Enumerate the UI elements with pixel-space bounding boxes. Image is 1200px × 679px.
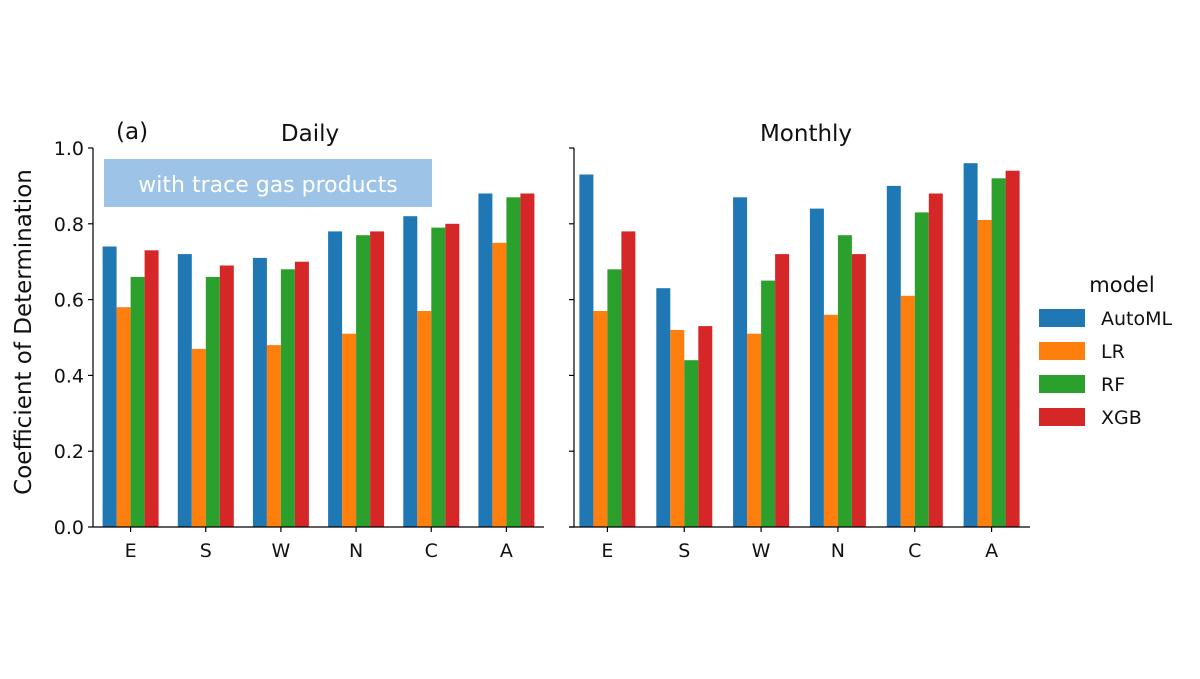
bar-monthly-a-lr (977, 220, 992, 527)
bar-daily-w-xgb (294, 261, 309, 527)
bar-daily-c-xgb (445, 223, 460, 528)
bar-monthly-n-rf (837, 235, 852, 527)
panel-title: Daily (281, 121, 339, 147)
legend: model AutoML LR RF XGB (1039, 273, 1173, 429)
legend-swatch-automl (1039, 309, 1085, 327)
bar-daily-s-lr (191, 348, 206, 527)
bar-daily-s-automl (177, 254, 192, 527)
bar-monthly-s-lr (670, 329, 685, 527)
bar-monthly-a-automl (963, 163, 978, 527)
legend-swatch-xgb (1039, 408, 1085, 426)
legend-title: model (1089, 273, 1154, 297)
bar-monthly-e-lr (593, 311, 608, 527)
panel-monthly: E S W N C A Monthly (569, 121, 1030, 562)
bar-daily-e-lr (116, 307, 131, 527)
bar-monthly-c-xgb (928, 193, 943, 527)
bar-monthly-a-rf (991, 178, 1006, 528)
bar-monthly-w-xgb (775, 254, 790, 527)
x-tick-label: E (601, 540, 613, 562)
y-axis-label: Coefficient of Determination (11, 169, 37, 495)
panel-daily: 0.0 0.2 0.4 0.6 0.8 1.0 E S W N C A Daily (a) with tra… (54, 119, 544, 562)
bar-daily-s-rf (205, 276, 220, 527)
bar-monthly-n-lr (823, 314, 838, 527)
x-tick-label: S (200, 540, 212, 562)
bar-monthly-e-rf (607, 269, 622, 527)
y-tick-label: 0.8 (54, 214, 84, 236)
bar-daily-a-rf (506, 197, 521, 528)
bar-daily-c-lr (417, 311, 432, 527)
bar-monthly-e-automl (579, 174, 594, 527)
bar-monthly-w-lr (747, 333, 762, 527)
x-tick-label: W (272, 540, 291, 562)
bar-daily-a-xgb (520, 193, 535, 527)
bar-daily-c-automl (403, 216, 418, 527)
x-tick-label: W (752, 540, 771, 562)
bar-daily-n-lr (342, 333, 357, 527)
legend-label-automl: AutoML (1101, 308, 1173, 330)
x-tick-label: A (500, 540, 513, 562)
bar-monthly-s-rf (684, 360, 699, 527)
y-tick-label: 0.0 (54, 517, 84, 539)
annotation-text: with trace gas products (138, 173, 397, 198)
bar-daily-e-rf (130, 276, 145, 527)
bar-daily-s-xgb (219, 265, 234, 527)
y-tick-label: 0.2 (54, 441, 84, 463)
y-tick-label: 1.0 (54, 138, 84, 160)
panel-label: (a) (116, 119, 148, 145)
bar-monthly-w-automl (733, 197, 748, 528)
bar-daily-a-lr (492, 242, 507, 528)
bar-monthly-s-automl (656, 288, 671, 527)
bar-daily-n-xgb (370, 231, 385, 527)
bar-monthly-c-lr (900, 295, 915, 527)
x-tick-label: N (349, 540, 363, 562)
bar-daily-e-xgb (144, 250, 159, 528)
bar-daily-n-rf (356, 235, 371, 527)
bar-monthly-c-automl (886, 185, 901, 527)
annotation-box (104, 159, 432, 207)
legend-label-xgb: XGB (1101, 407, 1142, 429)
bar-daily-w-automl (252, 257, 267, 527)
bar-monthly-e-xgb (621, 231, 636, 527)
bar-monthly-a-xgb (1005, 170, 1020, 527)
bar-daily-w-lr (266, 345, 281, 527)
bar-daily-w-rf (280, 269, 295, 527)
x-tick-label: S (678, 540, 690, 562)
legend-swatch-rf (1039, 375, 1085, 393)
x-tick-label: C (425, 540, 438, 562)
bar-daily-e-automl (102, 246, 117, 527)
legend-label-lr: LR (1101, 341, 1125, 363)
bar-daily-n-automl (328, 231, 343, 527)
bar-monthly-n-xgb (851, 254, 866, 527)
legend-swatch-lr (1039, 342, 1085, 360)
y-tick-label: 0.4 (54, 365, 84, 387)
x-tick-label: A (985, 540, 998, 562)
bar-monthly-w-rf (761, 280, 776, 527)
x-tick-label: E (125, 540, 137, 562)
panels-layer: 0.0 0.2 0.4 0.6 0.8 1.0 E S W N C A Daily (a) with tra… (54, 119, 1030, 562)
x-tick-label: C (908, 540, 921, 562)
legend-label-rf: RF (1101, 374, 1125, 396)
bar-monthly-c-rf (914, 212, 929, 527)
bar-monthly-n-automl (809, 208, 824, 527)
panel-title: Monthly (760, 121, 852, 147)
bar-monthly-s-xgb (698, 326, 713, 527)
bar-daily-c-rf (431, 227, 446, 527)
y-tick-label: 0.6 (54, 290, 84, 312)
bar-daily-a-automl (478, 193, 493, 527)
x-tick-label: N (831, 540, 845, 562)
